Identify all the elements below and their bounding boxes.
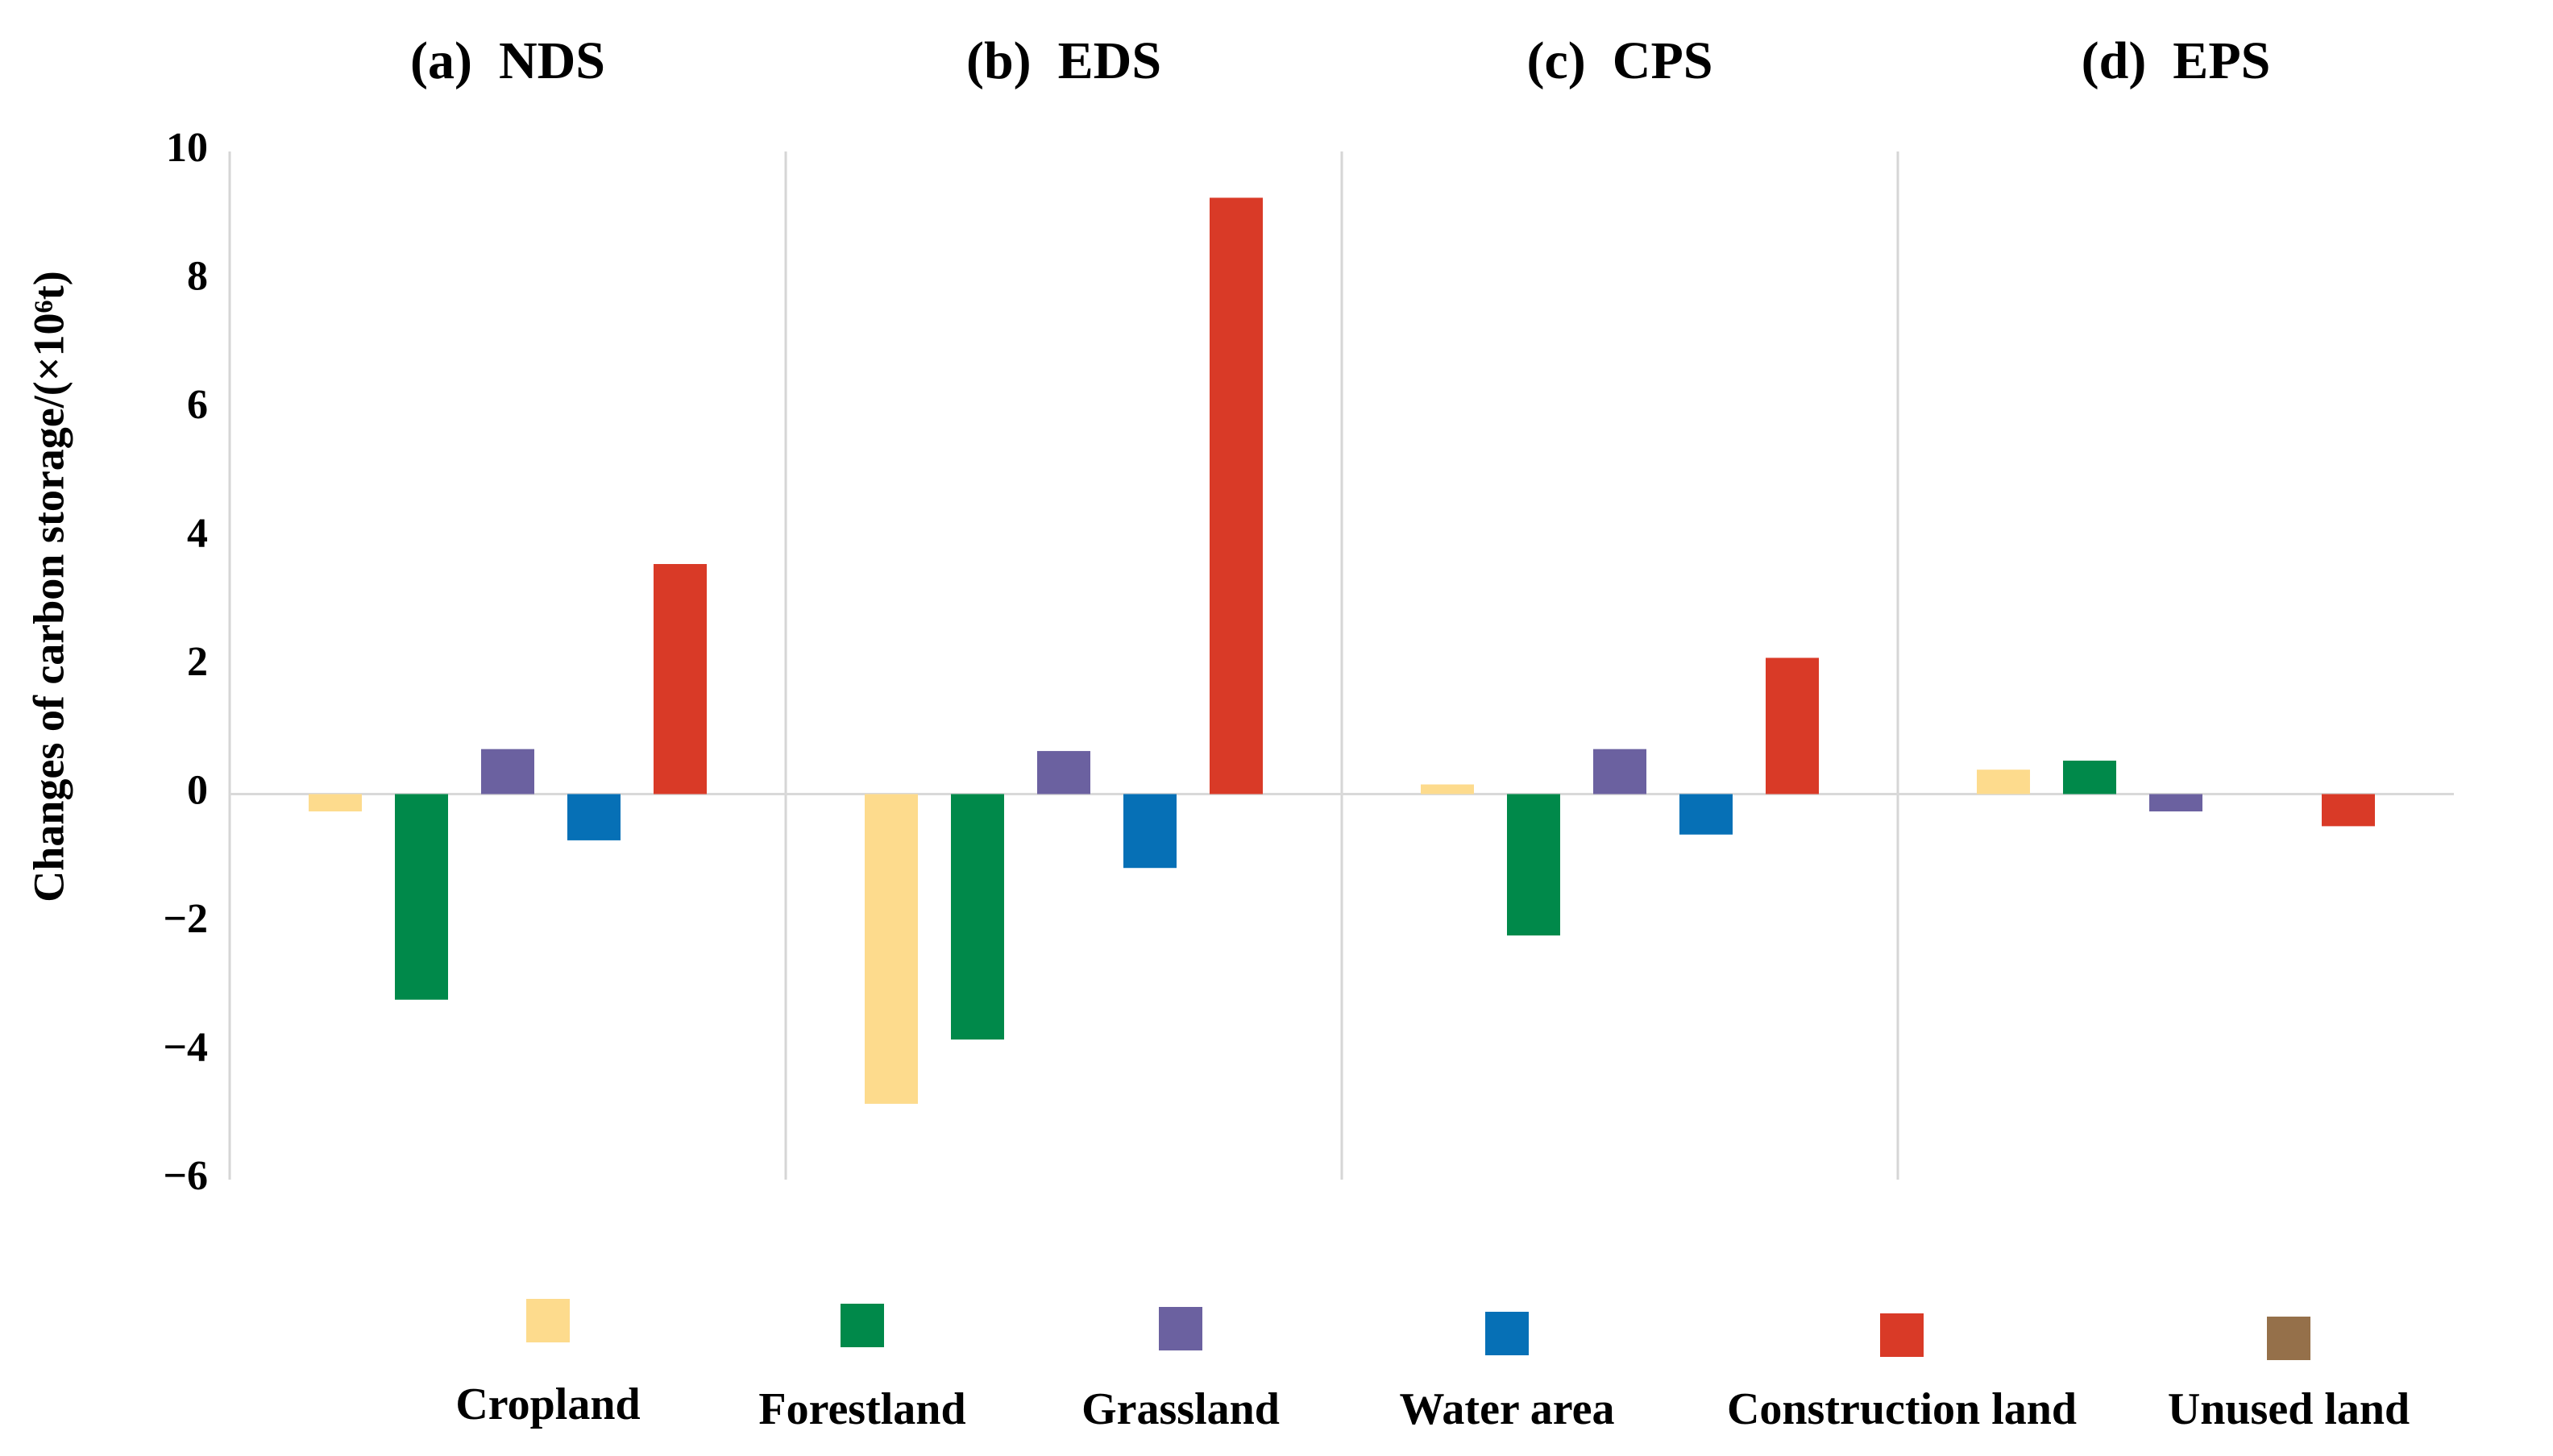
bar-cropland [1421,784,1474,794]
y-tick-label: −6 [163,1153,208,1199]
y-tick-label: 4 [187,510,208,556]
bars [309,197,2375,1104]
y-tick-labels: 10 8 6 4 2 0 −2 −4 −6 [163,125,208,1199]
legend-swatch-unused-land [2267,1317,2310,1360]
legend-label: Forestland [758,1384,965,1434]
bar-cropland [309,794,362,812]
y-tick-label: −2 [163,896,208,942]
panel-title: (c) CPS [1527,31,1713,90]
bar-water-area [567,794,621,840]
legend-swatch-water-area [1485,1312,1529,1355]
axes [228,151,2454,1180]
legend-label: Construction land [1727,1384,2077,1434]
y-axis-label: Changes of carbon storage/(×10⁶t) [24,271,73,902]
bar-grassland [1593,749,1646,794]
legend-label: Grassland [1081,1384,1280,1434]
y-tick-label: 2 [187,639,208,685]
y-tick-label: 6 [187,382,208,428]
y-tick-label: −4 [163,1024,208,1070]
bar-forestland [2063,761,2116,794]
bar-cropland [1977,769,2030,794]
legend-label: Unused land [2168,1384,2410,1434]
bar-water-area [1679,794,1733,835]
bar-forestland [1507,794,1560,935]
bar-grassland [2149,794,2202,812]
bar-water-area [1123,794,1177,869]
bar-construction-land [2322,794,2375,827]
bar-cropland [865,794,918,1104]
y-tick-label: 0 [187,767,208,813]
legend-label: Cropland [455,1379,640,1429]
panel-title: (a) NDS [410,31,605,90]
panel-titles: (a) NDS (b) EDS (c) CPS (d) EPS [410,31,2270,90]
bar-grassland [481,749,534,794]
legend-swatch-construction-land [1880,1313,1924,1357]
y-tick-label: 8 [187,253,208,299]
bar-construction-land [1766,657,1819,794]
legend: Cropland Forestland Grassland Water area Con… [455,1299,2410,1434]
panel-title: (d) EPS [2082,31,2271,90]
legend-swatch-grassland [1159,1307,1202,1350]
legend-swatch-forestland [841,1304,884,1347]
bar-forestland [395,794,448,1000]
bar-grassland [1037,751,1090,794]
legend-label: Water area [1400,1384,1615,1434]
bar-construction-land [1210,197,1263,794]
bar-construction-land [654,563,707,794]
legend-swatch-cropland [526,1299,570,1342]
panel-title: (b) EDS [966,31,1161,90]
bar-forestland [951,794,1004,1040]
y-tick-label: 10 [166,125,208,171]
